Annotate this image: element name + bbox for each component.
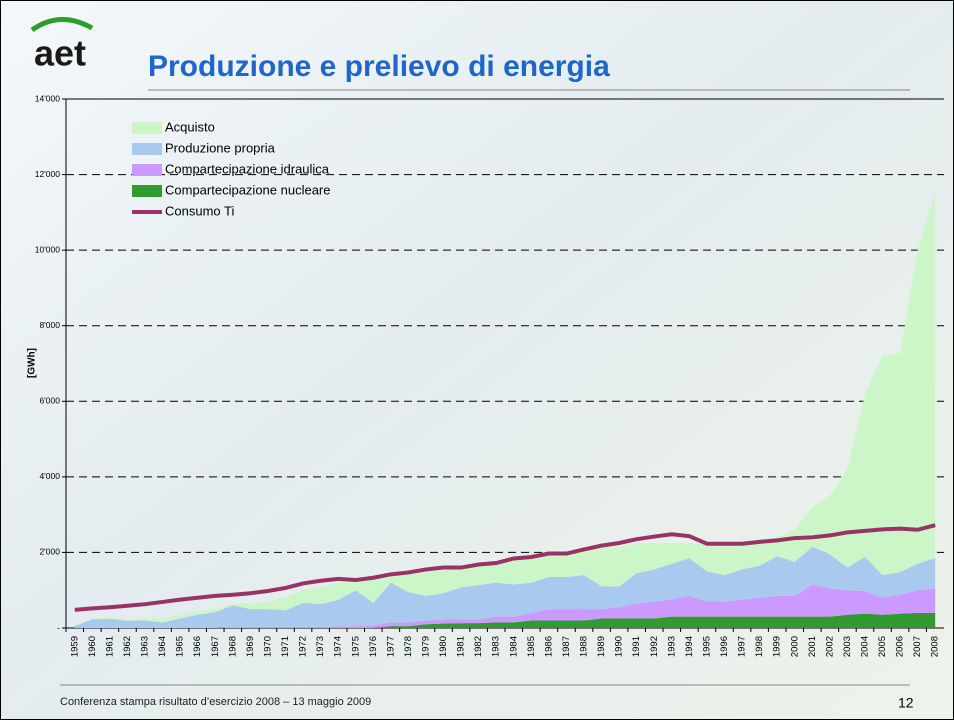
x-tick-label: 2001: [807, 636, 818, 657]
x-tick-label: 1996: [719, 636, 730, 657]
y-tick-label: 6'000: [39, 396, 60, 406]
x-tick-label: 1995: [701, 636, 712, 657]
line: [74, 523, 936, 612]
x-tick-label: 1962: [122, 636, 133, 657]
x-tick-label: 2005: [877, 636, 888, 657]
x-tick-label: 1968: [227, 636, 238, 657]
x-tick-label: 2004: [859, 636, 870, 657]
footer-text: Conferenza stampa risultato d’esercizio …: [60, 696, 371, 708]
logo-arc: [30, 17, 94, 33]
x-tick-label: 1976: [368, 636, 379, 657]
chart: - 2'000 4'000 6'000 8'000 10'000 12'000 14'000 1…: [35, 93, 944, 657]
x-tick-label: 1993: [666, 636, 677, 657]
x-tick-label: 1990: [614, 636, 625, 657]
x-tick-label: 2002: [824, 636, 835, 657]
logo: aet: [34, 33, 86, 74]
x-tick-label: 1972: [298, 636, 309, 657]
areas: [74, 191, 936, 628]
x-tick-label: 1965: [175, 636, 186, 657]
x-tick-label: 1983: [491, 636, 502, 657]
x-tick-label: 1998: [754, 636, 765, 657]
page-number: 12: [898, 695, 914, 711]
x-tick-label: 1963: [140, 636, 151, 657]
legend-label: Consumo Ti: [165, 203, 234, 218]
x-tick-label: 1992: [649, 636, 660, 657]
y-tick-label: 4'000: [39, 471, 60, 481]
x-tick-label: 1966: [192, 636, 203, 657]
x-tick-label: 1987: [561, 636, 572, 657]
slide-title: Produzione e prelievo di energia: [148, 50, 610, 83]
x-tick-label: 1988: [579, 636, 590, 657]
y-tick-label: 2'000: [39, 547, 60, 557]
legend-swatch: [132, 164, 162, 176]
x-tick-label: 1959: [69, 636, 80, 657]
x-tick-label: 1999: [772, 636, 783, 657]
x-tick-label: 1986: [543, 636, 554, 657]
x-tick-label: 1961: [104, 636, 115, 657]
x-tick-label: 1982: [473, 636, 484, 657]
area: [74, 546, 936, 628]
x-tick-label: 1974: [333, 636, 344, 657]
legend-label: Compartecipazione idraulica: [165, 161, 330, 176]
x-tick-label: 2006: [895, 636, 906, 657]
x-tick-label: 1967: [210, 636, 221, 657]
area: [74, 584, 936, 628]
y-tick-label: 14'000: [35, 93, 61, 103]
x-tick-label: 1971: [280, 636, 291, 657]
legend-swatch: [132, 122, 162, 134]
x-tick-label: 1975: [350, 636, 361, 657]
x-tick-label: 1981: [456, 636, 467, 657]
legend-swatch: [132, 185, 162, 197]
y-tick-label: -: [57, 622, 60, 632]
y-tick-label: 12'000: [35, 169, 61, 179]
x-tick-label: 1964: [157, 636, 168, 657]
x-tick-label: 1989: [596, 636, 607, 657]
x-tick-label: 1977: [385, 636, 396, 657]
x-tick-label: 2003: [842, 636, 853, 657]
x-tick-label: 1970: [262, 636, 273, 657]
legend-label: Compartecipazione nucleare: [165, 182, 330, 197]
x-tick-label: 2000: [789, 636, 800, 657]
x-tick-label: 1969: [245, 636, 256, 657]
x-tick-label: 2008: [930, 636, 941, 657]
x-tick-label: 1985: [526, 636, 537, 657]
x-tick-label: 2007: [912, 636, 923, 657]
x-tick-label: 1994: [684, 636, 695, 657]
legend-label: Acquisto: [165, 119, 215, 134]
y-tick-label: 8'000: [39, 320, 60, 330]
x-tick-label: 1979: [420, 636, 431, 657]
x-tick-label: 1980: [438, 636, 449, 657]
y-axis-label: [GWh]: [27, 348, 38, 378]
x-tick-label: 1984: [508, 636, 519, 657]
x-tick-label: 1978: [403, 636, 414, 657]
x-tick-label: 1973: [315, 636, 326, 657]
legend-label: Produzione propria: [165, 140, 276, 155]
x-tick-label: 1991: [631, 636, 642, 657]
y-tick-label: 10'000: [35, 244, 61, 254]
legend-swatch: [132, 143, 162, 155]
x-tick-label: 1960: [87, 636, 98, 657]
x-tick-label: 1997: [737, 636, 748, 657]
